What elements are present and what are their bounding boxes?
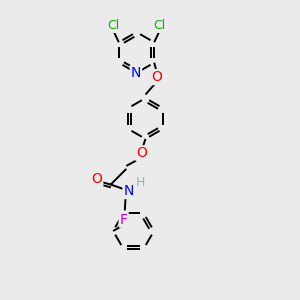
Text: O: O bbox=[152, 70, 163, 84]
Text: N: N bbox=[124, 184, 134, 198]
Text: O: O bbox=[92, 172, 102, 186]
Text: F: F bbox=[120, 213, 128, 226]
Text: Cl: Cl bbox=[153, 19, 166, 32]
Text: H: H bbox=[135, 176, 145, 189]
Text: Cl: Cl bbox=[107, 19, 120, 32]
Text: O: O bbox=[136, 146, 147, 160]
Text: N: N bbox=[131, 66, 141, 80]
